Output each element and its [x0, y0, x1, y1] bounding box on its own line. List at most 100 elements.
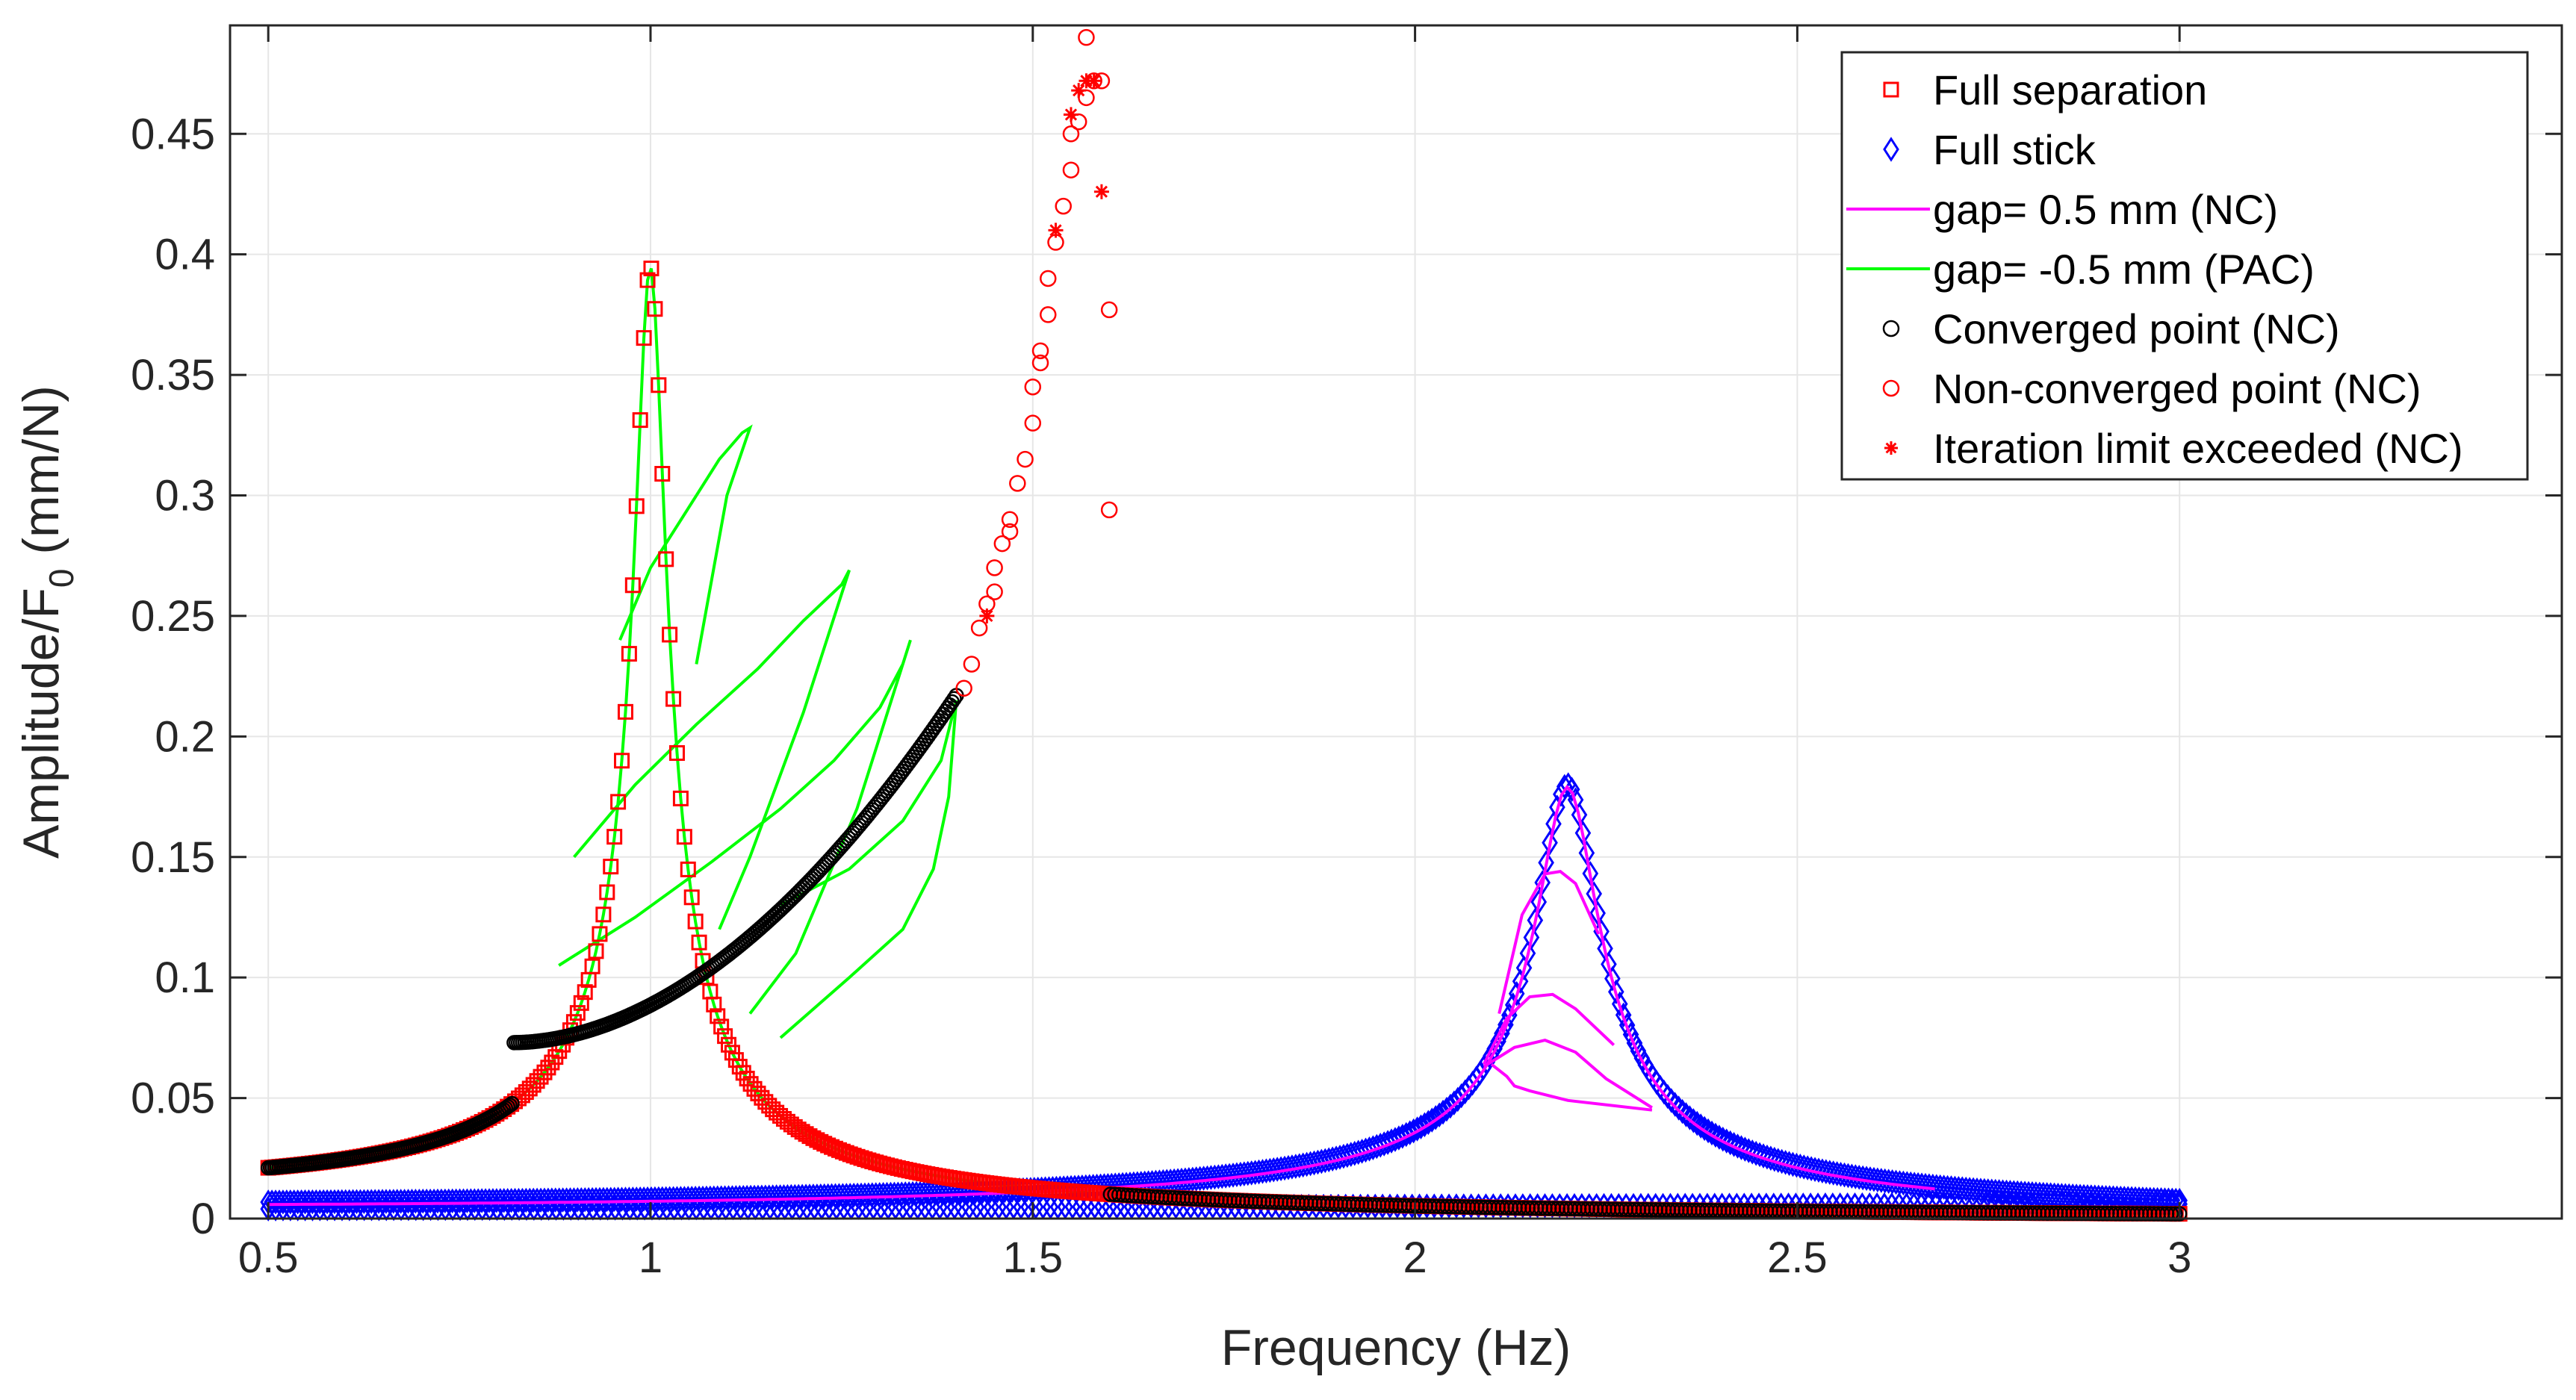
- full-stick-point: [1618, 1012, 1636, 1038]
- full-stick-point: [1571, 802, 1588, 828]
- nonconverged-point: [970, 619, 988, 637]
- full-stick-point: [1615, 1002, 1632, 1028]
- full-separation-point: [588, 943, 604, 959]
- nonconverged-point: [1055, 197, 1072, 215]
- nonconverged-point: [1040, 270, 1057, 287]
- legend-label: gap= 0.5 mm (NC): [1933, 186, 2278, 233]
- full-separation-point: [710, 1008, 726, 1024]
- full-stick-point: [1519, 940, 1536, 966]
- full-stick-point: [341, 1189, 358, 1215]
- full-stick-point: [1530, 889, 1548, 915]
- full-stick-point: [1427, 1105, 1444, 1130]
- converged-point: [504, 1095, 520, 1112]
- legend-label: gap= -0.5 mm (PAC): [1933, 246, 2315, 293]
- legend-item: Converged point (NC): [1882, 305, 2340, 352]
- full-stick-point: [1064, 1194, 1081, 1220]
- full-stick-point: [311, 1189, 328, 1215]
- full-stick-point: [668, 1186, 686, 1211]
- y-axis-title: Amplitude/F0 (mm/N): [13, 385, 81, 859]
- full-stick-point: [1181, 1167, 1197, 1192]
- full-stick-point: [1622, 1021, 1639, 1048]
- nonconverged-point: [1009, 475, 1026, 492]
- full-stick-point: [1195, 1166, 1212, 1191]
- full-separation-point: [721, 1036, 737, 1053]
- full-stick-point: [772, 1184, 789, 1210]
- full-stick-point: [554, 1187, 571, 1213]
- full-separation-point: [687, 913, 704, 930]
- full-stick-point: [750, 1184, 766, 1210]
- full-stick-point: [525, 1187, 541, 1213]
- full-separation-point: [683, 889, 700, 906]
- converged-point: [500, 1098, 515, 1115]
- legend-marker-asterisk: [1884, 441, 1898, 455]
- full-separation-point: [577, 984, 593, 1001]
- full-separation-point: [691, 934, 707, 951]
- full-stick-point: [735, 1184, 752, 1210]
- nonconverged-point: [1024, 414, 1042, 432]
- full-separation-point: [717, 1028, 733, 1045]
- full-stick-point: [356, 1189, 373, 1215]
- full-stick-point: [639, 1186, 656, 1212]
- full-separation-point: [639, 272, 656, 288]
- full-separation-point: [647, 301, 663, 317]
- full-stick-point: [1057, 1194, 1074, 1220]
- full-stick-point: [474, 1188, 490, 1213]
- full-stick-point: [415, 1188, 432, 1214]
- full-stick-point: [1438, 1096, 1455, 1122]
- nonconverged-point: [1040, 306, 1057, 323]
- full-separation-point: [603, 859, 619, 875]
- full-stick-point: [304, 1189, 321, 1215]
- full-separation-point: [651, 377, 667, 393]
- full-separation-point: [632, 412, 648, 429]
- full-stick-point: [503, 1187, 520, 1213]
- x-tick-label: 2.5: [1767, 1233, 1828, 1282]
- full-stick-point: [1696, 1116, 1713, 1142]
- full-stick-point: [1409, 1116, 1426, 1142]
- full-separation-point: [617, 703, 633, 720]
- iteration-limit-point: [1093, 184, 1109, 199]
- full-stick-point: [945, 1180, 962, 1205]
- full-stick-point: [801, 1183, 818, 1209]
- full-separation-point: [592, 926, 608, 942]
- nonconverged-point: [1024, 378, 1042, 396]
- converged-point: [946, 691, 962, 706]
- nonconverged-point: [1031, 342, 1049, 360]
- full-stick-point: [901, 1181, 917, 1207]
- legend: Full separation Full stick gap= 0.5 mm (NC…: [1840, 51, 2529, 481]
- full-stick-point: [495, 1188, 512, 1213]
- full-separation-point: [636, 330, 652, 346]
- full-stick-point: [698, 1185, 715, 1211]
- x-tick-label: 1: [639, 1233, 662, 1282]
- full-separation-point: [672, 790, 689, 806]
- full-stick-point: [297, 1189, 314, 1215]
- full-stick-point: [1490, 1028, 1506, 1054]
- nonconverged-point: [1062, 161, 1080, 178]
- full-stick-point: [1494, 1021, 1510, 1046]
- full-stick-point: [370, 1189, 387, 1214]
- full-stick-point: [930, 1180, 947, 1206]
- full-stick-point: [706, 1185, 722, 1211]
- full-stick-point: [1586, 881, 1603, 906]
- full-stick-point: [632, 1186, 648, 1212]
- full-separation-point: [628, 498, 645, 514]
- full-separation-point: [606, 829, 623, 845]
- nonconverged-point: [1062, 125, 1080, 143]
- axes-frame: [229, 24, 2563, 1220]
- iteration-limit-point: [1086, 73, 1102, 89]
- full-stick-point: [1101, 1194, 1118, 1220]
- full-stick-point: [1589, 900, 1606, 926]
- full-stick-point: [385, 1189, 402, 1214]
- full-stick-point: [275, 1189, 291, 1215]
- full-stick-point: [1681, 1105, 1698, 1130]
- full-stick-point: [1401, 1120, 1418, 1145]
- full-separation-point: [676, 829, 692, 845]
- full-stick-point: [1611, 991, 1628, 1017]
- full-stick-point: [1093, 1194, 1111, 1220]
- full-stick-point: [510, 1187, 527, 1213]
- y-tick-label: 0: [191, 1195, 215, 1243]
- full-stick-point: [451, 1188, 468, 1214]
- nonconverged-point: [993, 535, 1011, 553]
- x-tick-label: 3: [2167, 1233, 2191, 1282]
- tick-labels: 0.5 1 1.5 2 2.5 3 0 0.05 0.1 0.15 0.2 0.25 0.3 0.35 0.…: [131, 110, 2191, 1282]
- full-stick-point: [1420, 1110, 1437, 1136]
